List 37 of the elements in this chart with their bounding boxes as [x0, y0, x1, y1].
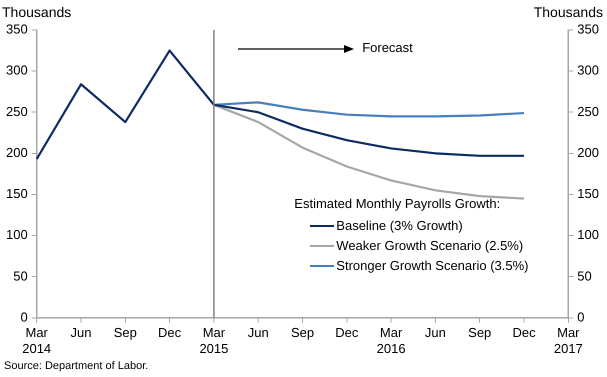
- y-tick-label: 150: [6, 186, 28, 202]
- y2-tick-label: 250: [577, 104, 600, 119]
- x-tick-label: Mar 2015: [199, 325, 228, 356]
- y2-axis-title: Thousands: [534, 4, 603, 20]
- x-tick-label: Dec: [158, 325, 182, 340]
- x-tick-label: Mar 2014: [22, 325, 52, 356]
- y2-tick-label: 150: [577, 186, 600, 202]
- x-tick-label: Sep: [114, 325, 137, 340]
- legend-label: Stronger Growth Scenario (3.5%): [336, 258, 528, 274]
- legend-title: Estimated Monthly Payrolls Growth:: [294, 196, 502, 213]
- y2-tick-label: 100: [577, 227, 600, 242]
- y-axis-title: Thousands: [2, 4, 72, 20]
- x-tick-label: Sep: [290, 325, 314, 340]
- x-tick-label: Dec: [335, 325, 359, 340]
- y-tick-label: 250: [6, 104, 28, 119]
- y2-tick-label: 350: [577, 22, 600, 37]
- y-tick-label: 50: [13, 268, 28, 284]
- x-tick-label: Jun: [70, 325, 92, 340]
- legend-label: Weaker Growth Scenario (2.5%): [336, 238, 524, 254]
- x-tick-label: Jun: [424, 325, 446, 340]
- x-tick-label: Sep: [468, 325, 492, 340]
- x-tick-label: Dec: [512, 325, 536, 340]
- y-tick-label: 100: [6, 227, 28, 242]
- y2-tick-label: 0: [577, 309, 585, 324]
- y-tick-label: 350: [6, 22, 28, 37]
- legend-label: Baseline (3% Growth): [336, 218, 463, 234]
- y-tick-label: 200: [6, 144, 28, 160]
- x-tick-label: Mar 2016: [376, 325, 406, 356]
- y-tick-label: 300: [6, 62, 28, 78]
- x-tick-label: Mar 2017: [554, 325, 583, 356]
- y2-tick-label: 200: [577, 144, 600, 160]
- source-note: Source: Department of Labor.: [4, 360, 148, 372]
- y-tick-label: 0: [20, 309, 28, 324]
- y2-tick-label: 50: [577, 268, 592, 284]
- annotation: Forecast: [362, 40, 413, 55]
- y2-tick-label: 300: [577, 62, 600, 78]
- x-tick-label: Jun: [248, 325, 269, 340]
